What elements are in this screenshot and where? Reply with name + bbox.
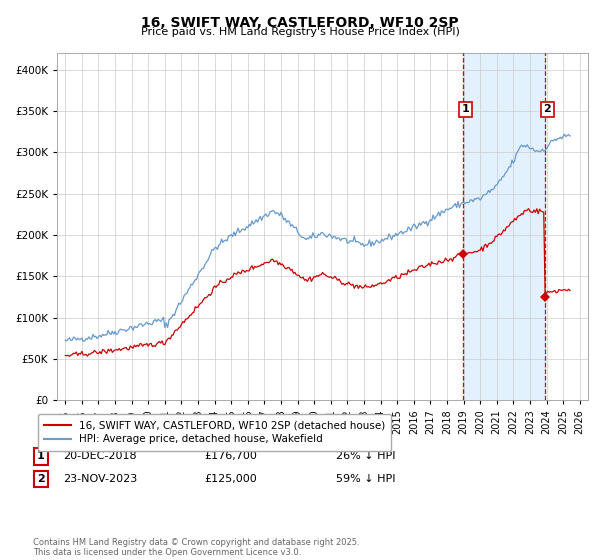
Text: 23-NOV-2023: 23-NOV-2023 <box>63 474 137 484</box>
Text: 1: 1 <box>37 451 44 461</box>
Text: 26% ↓ HPI: 26% ↓ HPI <box>336 451 395 461</box>
Text: 20-DEC-2018: 20-DEC-2018 <box>63 451 137 461</box>
Text: 16, SWIFT WAY, CASTLEFORD, WF10 2SP: 16, SWIFT WAY, CASTLEFORD, WF10 2SP <box>141 16 459 30</box>
Text: 1: 1 <box>461 104 469 114</box>
Text: Contains HM Land Registry data © Crown copyright and database right 2025.
This d: Contains HM Land Registry data © Crown c… <box>33 538 359 557</box>
Text: Price paid vs. HM Land Registry's House Price Index (HPI): Price paid vs. HM Land Registry's House … <box>140 27 460 37</box>
Legend: 16, SWIFT WAY, CASTLEFORD, WF10 2SP (detached house), HPI: Average price, detach: 16, SWIFT WAY, CASTLEFORD, WF10 2SP (det… <box>38 414 391 451</box>
Bar <box>463 53 545 400</box>
Text: 2: 2 <box>37 474 44 484</box>
Text: £176,700: £176,700 <box>204 451 257 461</box>
Text: £125,000: £125,000 <box>204 474 257 484</box>
Text: 59% ↓ HPI: 59% ↓ HPI <box>336 474 395 484</box>
Text: 2: 2 <box>544 104 551 114</box>
